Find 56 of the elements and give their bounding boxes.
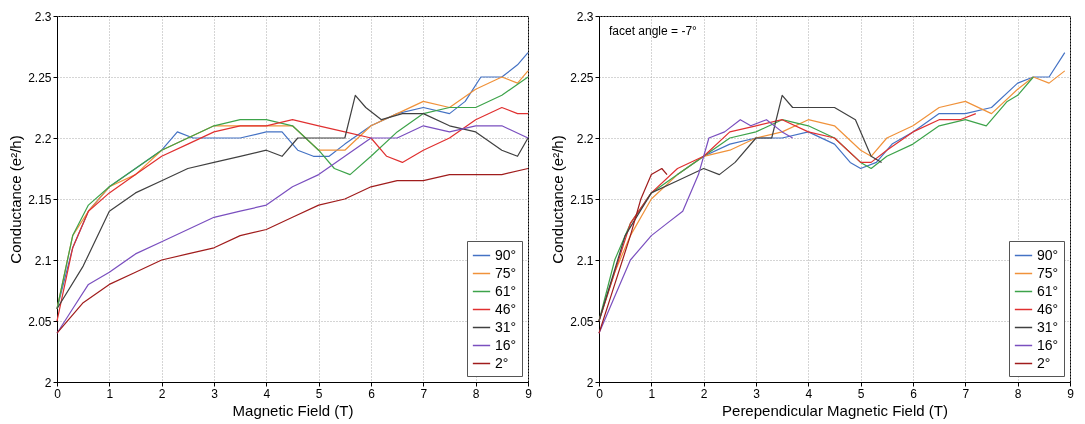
y-axis-title: Conductance (e²/h) — [549, 135, 567, 264]
x-tick-label: 9 — [1067, 386, 1075, 401]
y-tick-label: 2.2 — [576, 131, 594, 146]
x-tick-label: 0 — [54, 386, 62, 401]
legend-label: 75° — [1037, 264, 1059, 281]
legend-label: 31° — [1037, 318, 1059, 335]
x-tick-label: 2 — [158, 386, 166, 401]
x-tick-label: 2 — [700, 386, 708, 401]
legend-label: 2° — [1037, 354, 1051, 371]
y-tick-label: 2.1 — [576, 253, 594, 268]
line-series — [56, 167, 529, 334]
x-tick-label: 0 — [596, 386, 604, 401]
legend-label: 90° — [1037, 246, 1059, 263]
y-tick-label: 2.05 — [28, 314, 52, 329]
legend-label: 61° — [495, 282, 517, 299]
line-series — [598, 94, 883, 322]
y-tick-label: 2 — [586, 375, 594, 390]
x-tick-label: 6 — [368, 386, 376, 401]
annotation: facet angle = -7° — [609, 24, 698, 38]
y-tick-label: 2.15 — [28, 192, 52, 207]
y-tick-label: 2.25 — [570, 70, 594, 85]
y-tick-label: 2 — [44, 375, 52, 390]
x-tick-label: 3 — [211, 386, 219, 401]
x-tick-label: 1 — [106, 386, 114, 401]
y-tick-label: 2.3 — [34, 9, 52, 24]
legend-label: 46° — [495, 300, 517, 317]
x-tick-label: 8 — [1014, 386, 1022, 401]
y-tick-label: 2.2 — [34, 131, 52, 146]
legend-label: 31° — [495, 318, 517, 335]
y-tick-label: 2.3 — [576, 9, 594, 24]
y-tick-label: 2.05 — [570, 314, 594, 329]
x-axis-title: Magnetic Field (T) — [232, 401, 354, 419]
legend-label: 16° — [495, 336, 517, 353]
x-tick-label: 1 — [648, 386, 656, 401]
x-tick-label: 4 — [805, 386, 813, 401]
legend-label: 75° — [495, 264, 517, 281]
x-tick-label: 5 — [857, 386, 865, 401]
x-tick-label: 9 — [525, 386, 533, 401]
x-axis-title: Perependicular Magnetic Field (T) — [722, 401, 948, 419]
x-tick-label: 6 — [910, 386, 918, 401]
y-axis-title: Conductance (e²/h) — [7, 135, 25, 264]
legend-label: 61° — [1037, 282, 1059, 299]
x-tick-label: 8 — [472, 386, 480, 401]
legend-label: 46° — [1037, 300, 1059, 317]
x-tick-label: 5 — [315, 386, 323, 401]
y-tick-label: 2.25 — [28, 70, 52, 85]
x-tick-label: 4 — [263, 386, 271, 401]
y-tick-label: 2.1 — [34, 253, 52, 268]
line-series — [598, 167, 668, 334]
legend-label: 90° — [495, 246, 517, 263]
x-tick-label: 7 — [420, 386, 428, 401]
legend-label: 2° — [495, 354, 509, 371]
y-tick-label: 2.15 — [570, 192, 594, 207]
x-tick-label: 3 — [753, 386, 761, 401]
x-tick-label: 7 — [962, 386, 970, 401]
legend-label: 16° — [1037, 336, 1059, 353]
